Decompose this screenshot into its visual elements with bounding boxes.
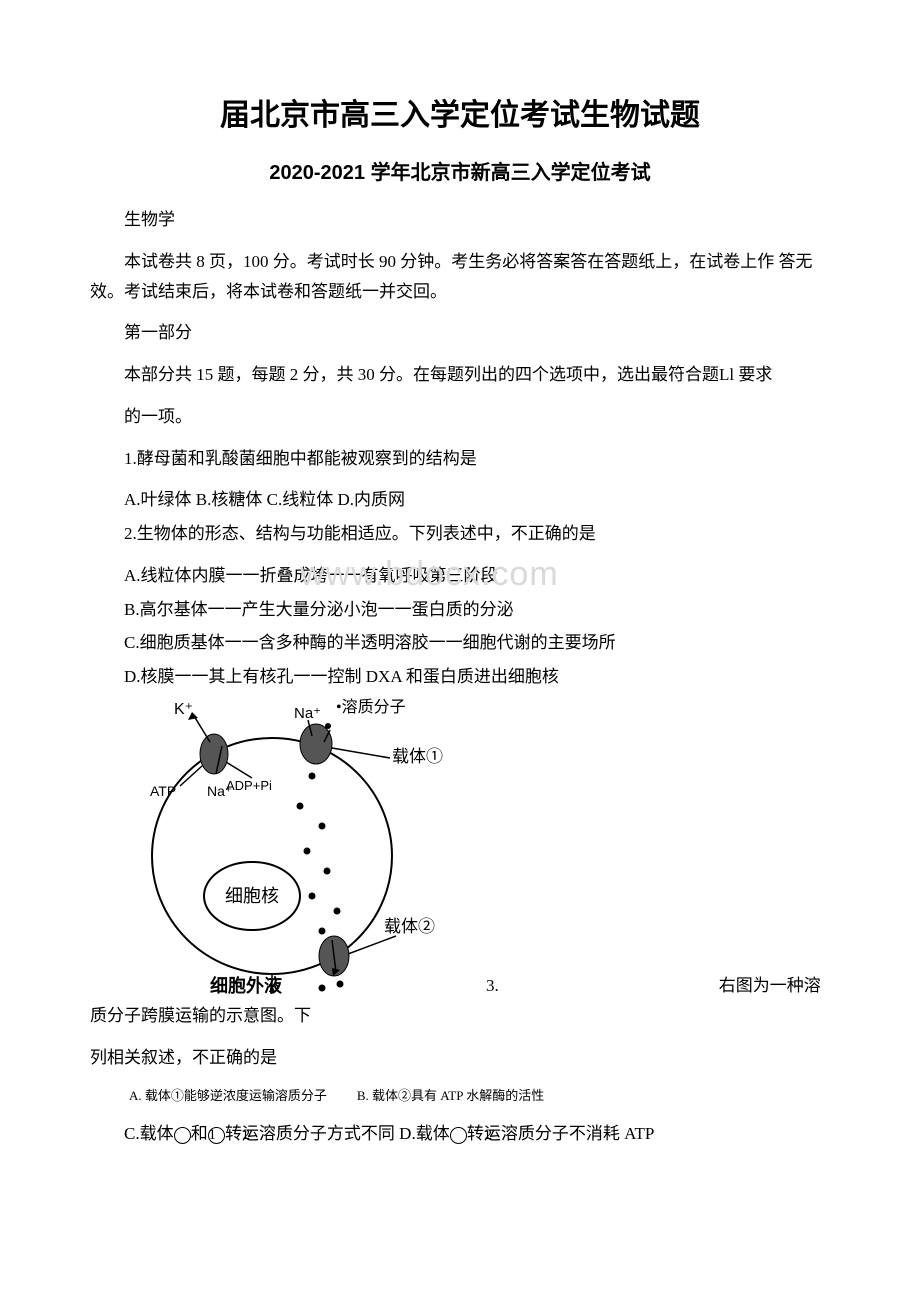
instructions: 本试卷共 8 页，100 分。考试时长 90 分钟。考生务必将答案答在答题纸上，… xyxy=(90,247,830,307)
solute-label: •溶质分子 xyxy=(336,698,406,716)
q3-option-b: B. 载体②具有 ATP 水解酶的活性 xyxy=(357,1088,544,1103)
cell-diagram: 细胞核 K⁺ Na⁺ ATP ADP+Pi Na⁺ •溶质分子 xyxy=(122,696,452,1001)
q2-option-c: C.细胞质基体一一含多种酶的半透明溶胶一一细胞代谢的主要场所 xyxy=(90,628,830,658)
circled-1-icon: 1 xyxy=(174,1127,191,1144)
q3-row: 细胞核 K⁺ Na⁺ ATP ADP+Pi Na⁺ •溶质分子 xyxy=(90,696,830,1031)
q1-options: A.叶绿体 B.核糖体 C.线粒体 D.内质网 xyxy=(90,485,830,515)
carrier-left-shape xyxy=(200,734,228,774)
q2-stem: 2.生物体的形态、结构与功能相适应。下列表述中，不正确的是 xyxy=(90,519,830,549)
circled-2b-icon: 2 xyxy=(450,1127,467,1144)
dot xyxy=(309,892,316,899)
q3-options-cd: C.载体1和2转运溶质分子方式不同 D.载体2转运溶质分子不消耗 ATP xyxy=(90,1119,830,1149)
ecf-label: 细胞外液 xyxy=(210,975,283,996)
q3-c-tail: 转运溶质分子不消耗 ATP xyxy=(467,1124,654,1143)
page-title: 届北京市高三入学定位考试生物试题 xyxy=(90,90,830,134)
q3-c-mid2: 转运溶质分子方式不同 D.载体 xyxy=(225,1124,450,1143)
circled-2-icon: 2 xyxy=(208,1127,225,1144)
q3-c-pre: C.载体 xyxy=(124,1124,174,1143)
dot xyxy=(334,907,341,914)
solute-dot-top xyxy=(325,723,331,729)
exam-page: 届北京市高三入学定位考试生物试题 2020-2021 学年北京市新高三入学定位考… xyxy=(0,0,920,1193)
dot-out xyxy=(319,984,326,991)
q2-option-a: A.线粒体内膜一一折叠成垮一一有氧呼吸第三阶段 xyxy=(90,561,830,591)
section-1-desc-tail: 的一项。 xyxy=(90,402,830,432)
dot-out xyxy=(337,980,344,987)
k-arrow xyxy=(194,716,210,742)
q2-option-d: D.核膜一一其上有核孔一一控制 DXA 和蛋白质进出细胞核 xyxy=(90,662,830,692)
section-1-title: 第一部分 xyxy=(90,318,830,348)
q3-small-options: A. 载体①能够逆浓度运输溶质分子 B. 载体②具有 ATP 水解酶的活性 xyxy=(90,1084,830,1109)
q1-stem: 1.酵母菌和乳酸菌细胞中都能被观察到的结构是 xyxy=(90,444,830,474)
dot xyxy=(304,847,311,854)
dot xyxy=(297,802,304,809)
k-label: K⁺ xyxy=(174,701,193,718)
na-top-label: Na⁺ xyxy=(294,705,321,722)
carrier1-shape xyxy=(300,724,332,764)
q3-number: 3. xyxy=(452,971,499,1001)
subject-line: 生物学 xyxy=(90,205,830,235)
nucleus-label: 细胞核 xyxy=(225,886,279,906)
cell-membrane xyxy=(152,738,392,974)
dot xyxy=(319,822,326,829)
dot xyxy=(319,927,326,934)
q2-option-b: B.高尔基体一一产生大量分泌小泡一一蛋白质的分泌 xyxy=(90,595,830,625)
q3-stem-line2: 列相关叙述，不正确的是 xyxy=(90,1043,830,1073)
carrier2-label: 载体② xyxy=(384,917,435,936)
adp-label: ADP+Pi xyxy=(226,778,272,793)
dot xyxy=(324,867,331,874)
atp-label: ATP xyxy=(150,783,176,799)
page-subtitle: 2020-2021 学年北京市新高三入学定位考试 xyxy=(90,156,830,185)
carrier1-label: 载体① xyxy=(392,747,443,766)
q2-options-block: A.线粒体内膜一一折叠成垮一一有氧呼吸第三阶段 B.高尔基体一一产生大量分泌小泡… xyxy=(90,561,830,625)
q3-c-mid1: 和 xyxy=(191,1124,208,1143)
section-1-desc: 本部分共 15 题，每题 2 分，共 30 分。在每题列出的四个选项中，选出最符… xyxy=(90,360,830,390)
dot xyxy=(309,772,316,779)
carrier1-leader xyxy=(332,748,390,758)
q3-option-a: A. 载体①能够逆浓度运输溶质分子 xyxy=(129,1088,327,1103)
